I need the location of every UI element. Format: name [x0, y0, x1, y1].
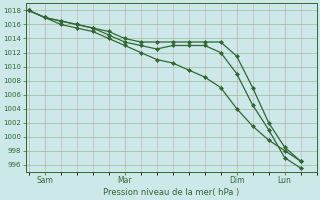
X-axis label: Pression niveau de la mer( hPa ): Pression niveau de la mer( hPa ) [103, 188, 239, 197]
